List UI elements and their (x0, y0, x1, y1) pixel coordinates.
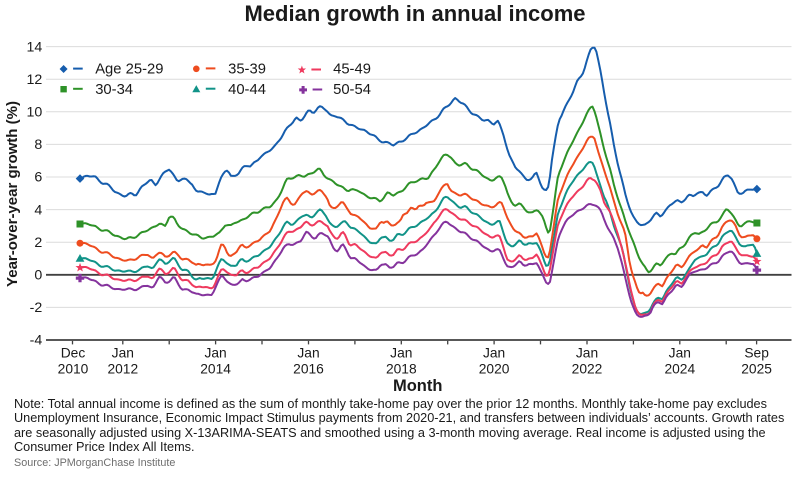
svg-text:12: 12 (27, 72, 43, 88)
svg-text:Jan: Jan (204, 345, 226, 360)
svg-text:2010: 2010 (58, 362, 89, 377)
svg-text:2: 2 (34, 235, 42, 251)
svg-text:40-44: 40-44 (228, 82, 266, 98)
svg-text:-4: -4 (30, 333, 43, 349)
svg-text:Jan: Jan (390, 345, 412, 360)
svg-text:Jan: Jan (576, 345, 598, 360)
svg-text:30-34: 30-34 (95, 82, 133, 98)
svg-text:2025: 2025 (741, 362, 772, 377)
svg-text:Sep: Sep (744, 345, 769, 360)
svg-text:10: 10 (27, 105, 43, 121)
svg-text:2018: 2018 (386, 362, 417, 377)
svg-text:Jan: Jan (669, 345, 691, 360)
svg-text:Dec: Dec (61, 345, 86, 360)
svg-text:2022: 2022 (572, 362, 603, 377)
svg-text:4: 4 (34, 202, 42, 218)
svg-text:Jan: Jan (297, 345, 319, 360)
svg-text:45-49: 45-49 (333, 62, 371, 78)
svg-text:Month: Month (393, 377, 442, 395)
svg-text:Jan: Jan (112, 345, 134, 360)
svg-text:2014: 2014 (200, 362, 231, 377)
svg-text:35-39: 35-39 (228, 62, 266, 78)
svg-text:14: 14 (27, 39, 43, 55)
svg-text:2016: 2016 (293, 362, 324, 377)
svg-text:2012: 2012 (107, 362, 138, 377)
svg-text:50-54: 50-54 (333, 82, 371, 98)
svg-text:Year-over-year growth (%): Year-over-year growth (%) (4, 101, 21, 287)
svg-text:8: 8 (34, 137, 42, 153)
svg-text:2020: 2020 (479, 362, 510, 377)
svg-text:6: 6 (34, 170, 42, 186)
svg-text:Jan: Jan (483, 345, 505, 360)
svg-text:2024: 2024 (664, 362, 695, 377)
svg-text:0: 0 (34, 268, 42, 284)
svg-text:Age 25-29: Age 25-29 (95, 62, 163, 78)
svg-text:-2: -2 (30, 300, 43, 316)
